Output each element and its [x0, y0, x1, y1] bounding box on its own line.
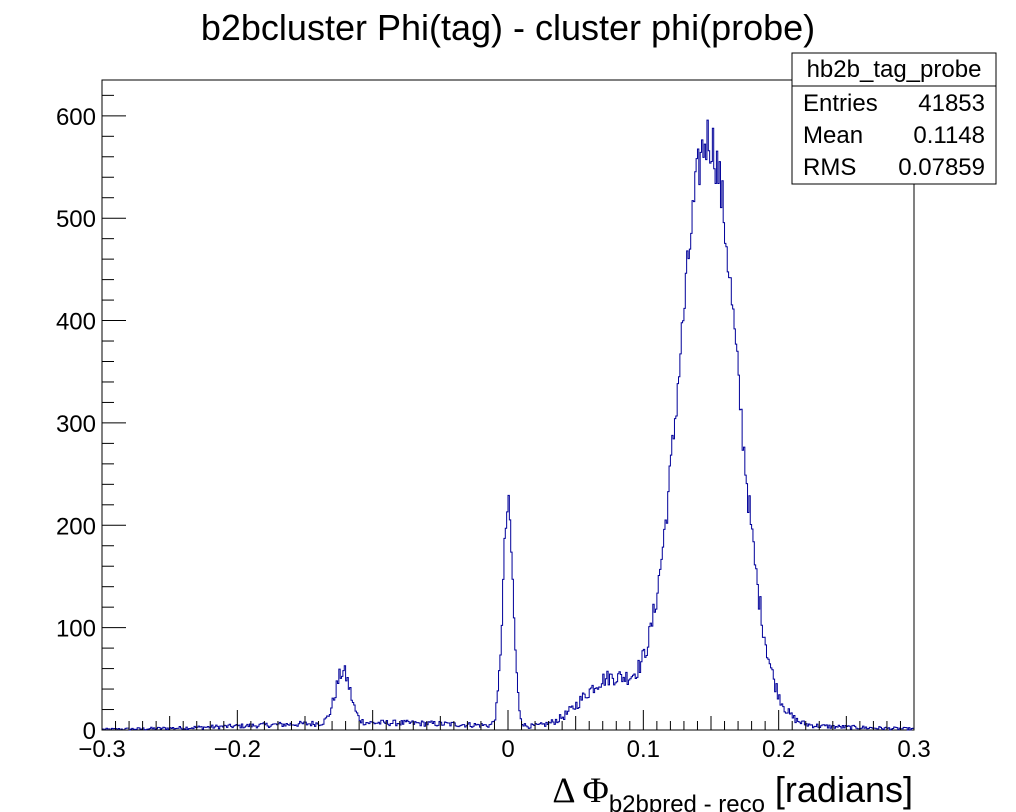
- y-tick-label: 0: [83, 718, 96, 745]
- y-tick-label: 100: [56, 616, 96, 643]
- x-tick-label: −0.2: [214, 736, 261, 763]
- y-tick-label: 500: [56, 206, 96, 233]
- x-tick-label: 0: [501, 736, 514, 763]
- stats-rms-value: 0.07859: [898, 154, 985, 181]
- stats-entries-value: 41853: [918, 90, 985, 117]
- y-tick-label: 200: [56, 513, 96, 540]
- y-tick-label: 300: [56, 411, 96, 438]
- chart-title: b2bcluster Phi(tag) - cluster phi(probe): [201, 7, 815, 48]
- x-label-subscript: b2bpred - reco: [609, 791, 765, 812]
- stats-name: hb2b_tag_probe: [807, 56, 982, 83]
- x-tick-label: 0.1: [627, 736, 660, 763]
- x-axis-label: Δ Φb2bpred - reco [radians]: [552, 769, 913, 812]
- x-tick-label: −0.3: [78, 736, 125, 763]
- x-tick-label: −0.1: [349, 736, 396, 763]
- stats-rms-label: RMS: [803, 154, 856, 181]
- stats-box: hb2b_tag_probe Entries 41853 Mean 0.1148…: [791, 52, 997, 185]
- y-tick-label: 400: [56, 309, 96, 336]
- x-label-symbol: Δ Φ: [552, 770, 608, 810]
- stats-mean-value: 0.1148: [913, 122, 985, 149]
- y-axis: 0 100 200 300 400 500 600: [56, 94, 126, 745]
- x-tick-label: 0.2: [762, 736, 795, 763]
- stats-box-frame: [791, 52, 997, 185]
- stats-mean-label: Mean: [803, 122, 863, 149]
- y-tick-label: 600: [56, 104, 96, 131]
- x-axis: −0.3 −0.2 −0.1 0 0.1 0.2 0.3: [78, 710, 931, 763]
- x-label-unit: [radians]: [775, 769, 913, 810]
- stats-entries-label: Entries: [803, 90, 878, 117]
- x-tick-label: 0.3: [897, 736, 930, 763]
